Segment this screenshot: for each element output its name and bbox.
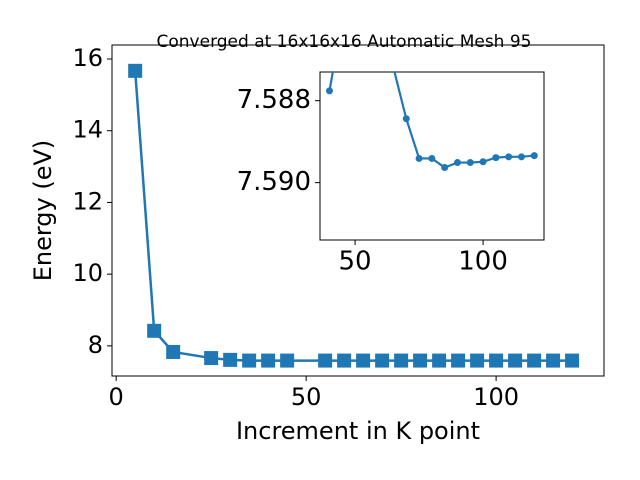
marker — [204, 351, 219, 366]
marker — [364, 0, 371, 2]
y-axis-label: Energy (eV) — [29, 140, 57, 282]
marker — [530, 152, 538, 160]
y-tick-label: 14 — [72, 116, 103, 144]
y-tick-label: 8 — [88, 331, 103, 359]
marker — [402, 115, 410, 123]
marker — [432, 353, 447, 368]
marker — [470, 353, 485, 368]
marker — [451, 353, 466, 368]
marker — [377, 15, 384, 22]
marker — [415, 154, 423, 162]
marker — [441, 163, 449, 171]
chart-title: Converged at 16x16x16 Automatic Mesh 95 — [157, 32, 532, 52]
y-tick-label: 10 — [72, 259, 103, 287]
marker — [128, 63, 143, 78]
y-tick-label: 7.590 — [237, 167, 311, 197]
marker — [356, 353, 371, 368]
marker — [242, 353, 257, 368]
marker — [318, 353, 333, 368]
marker — [517, 153, 525, 161]
x-tick-label: 100 — [473, 383, 519, 411]
marker — [489, 353, 504, 368]
y-tick-label: 16 — [72, 44, 103, 72]
marker — [261, 353, 276, 368]
x-tick-label: 0 — [109, 383, 124, 411]
marker — [339, 15, 346, 22]
x-tick-label: 50 — [291, 383, 322, 411]
data-line — [133, 70, 573, 362]
marker — [337, 353, 352, 368]
y-tick-label: 7.588 — [237, 85, 311, 115]
marker — [280, 353, 295, 368]
marker — [166, 344, 181, 359]
data-line — [328, 72, 535, 169]
marker — [546, 353, 561, 368]
marker — [466, 159, 474, 167]
marker — [394, 353, 409, 368]
marker — [565, 353, 580, 368]
marker — [453, 159, 461, 167]
x-tick-label: 100 — [458, 247, 508, 277]
marker — [223, 352, 238, 367]
marker — [527, 353, 542, 368]
plot-area — [128, 63, 580, 368]
marker — [325, 87, 333, 95]
x-axis-label: Increment in K point — [236, 417, 480, 445]
marker — [479, 158, 487, 166]
marker — [508, 353, 523, 368]
marker — [505, 153, 513, 161]
marker — [428, 154, 436, 162]
marker — [492, 154, 500, 162]
marker — [413, 353, 428, 368]
plot-area — [325, 0, 538, 171]
y-tick-label: 12 — [72, 187, 103, 215]
marker — [147, 323, 162, 338]
x-tick-label: 50 — [339, 247, 372, 277]
marker — [375, 353, 390, 368]
